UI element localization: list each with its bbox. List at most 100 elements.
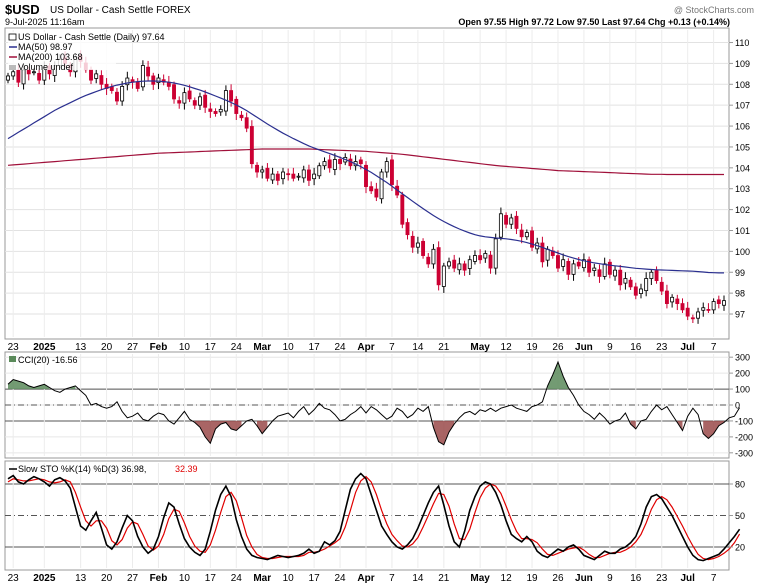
candle-body	[415, 242, 420, 248]
sto-xtick-label: 20	[101, 573, 113, 584]
candle-body	[566, 260, 571, 275]
candle-body	[286, 173, 291, 176]
price-xtick-label: 23	[656, 342, 668, 353]
candle-body	[255, 164, 259, 173]
candle-body	[177, 100, 182, 104]
candle-body	[151, 75, 156, 85]
candle-body	[317, 165, 322, 177]
candle-body	[94, 73, 99, 79]
candle-body	[592, 267, 597, 271]
cci-ytick-label: -100	[735, 416, 753, 426]
price-xtick-label: May	[470, 342, 490, 353]
candle-body	[410, 235, 415, 248]
sto-xtick-label: 24	[231, 573, 243, 584]
price-xtick-label: 26	[552, 342, 564, 353]
legend-cci: CCI(20) -16.56	[18, 355, 78, 365]
quote-datetime: 9-Jul-2025 11:16am	[5, 17, 84, 27]
candle-body	[265, 167, 270, 179]
candle-body	[664, 290, 669, 304]
price-grid	[5, 30, 729, 337]
candle-body	[436, 247, 441, 286]
price-ytick-label: 104	[735, 163, 750, 173]
candle-body	[685, 307, 690, 317]
candle-body	[332, 159, 337, 170]
sto-xtick-label: 7	[711, 573, 717, 584]
candle-body	[239, 114, 244, 119]
candle-body	[540, 242, 545, 263]
sto-xtick-label: 10	[179, 573, 191, 584]
candle-body	[6, 75, 10, 81]
sto-legend: Slow STO %K(14) %D(3) 36.98, 32.39	[9, 464, 198, 474]
price-ytick-label: 97	[735, 310, 745, 320]
price-xtick-label: 2025	[33, 342, 56, 353]
price-xtick-label: 9	[607, 342, 613, 353]
price-ytick-label: 99	[735, 268, 745, 278]
legend-sto-k: Slow STO %K(14) %D(3) 36.98,	[18, 464, 146, 474]
price-xtick-label: 13	[75, 342, 87, 353]
sto-xtick-label: 9	[607, 573, 613, 584]
price-panel-frame	[4, 27, 730, 340]
price-xtick-label: 24	[231, 342, 243, 353]
price-xtick-label: 24	[334, 342, 346, 353]
price-xtick-label: Feb	[150, 342, 168, 353]
sto-ytick-label: 80	[735, 480, 745, 490]
sto-y-axis: 80 50 20	[729, 480, 745, 553]
price-ytick-label: 103	[735, 184, 750, 194]
price-ytick-label: 98	[735, 289, 745, 299]
candle-body	[374, 188, 379, 198]
cci-negative-fill	[630, 420, 636, 429]
sto-xtick-label: 17	[205, 573, 217, 584]
sto-grid	[5, 463, 729, 568]
candle-body	[244, 117, 249, 129]
cci-legend: CCI(20) -16.56	[9, 355, 78, 365]
candle-body	[618, 269, 623, 286]
candle-body	[545, 248, 550, 261]
candle-body	[400, 194, 405, 225]
candle-body	[426, 256, 431, 265]
candle-body	[125, 77, 130, 86]
candle-body	[514, 215, 519, 229]
candle-body	[182, 92, 187, 104]
candle-body	[654, 270, 659, 282]
candle-body	[524, 232, 529, 238]
sto-xtick-label: Jun	[575, 573, 593, 584]
cci-grid	[5, 354, 729, 456]
price-xtick-label: 17	[205, 342, 217, 353]
candle-body	[327, 159, 332, 169]
candle-body	[192, 100, 197, 106]
candle-body	[234, 98, 239, 114]
price-xtick-label: 16	[630, 342, 642, 353]
legend-ma50: MA(50) 98.97	[18, 42, 73, 52]
candle-body	[198, 96, 202, 106]
candle-body	[509, 217, 514, 225]
candle-body	[493, 238, 498, 269]
candle-body	[16, 69, 21, 83]
sto-xtick-label: 21	[438, 573, 450, 584]
price-legend: US Dollar - Cash Settle (Daily) 97.64 MA…	[8, 32, 165, 72]
sto-xtick-label: 17	[309, 573, 321, 584]
price-xtick-label: 21	[438, 342, 450, 353]
price-ytick-label: 106	[735, 122, 750, 132]
candle-body	[37, 73, 42, 81]
candle-body	[11, 71, 16, 77]
sto-xtick-label: 2025	[33, 573, 56, 584]
candle-body	[338, 159, 343, 165]
price-xtick-label: Jun	[575, 342, 593, 353]
price-ytick-label: 100	[735, 247, 750, 257]
candle-body	[301, 169, 306, 179]
cci-positive-fill	[8, 379, 50, 390]
candle-body	[587, 259, 592, 273]
cci-ytick-label: 100	[735, 385, 750, 395]
candle-body	[135, 81, 140, 89]
price-ytick-label: 108	[735, 80, 750, 90]
candle-body	[659, 281, 664, 292]
candle-body	[364, 164, 368, 188]
candle-body	[613, 269, 617, 277]
candle-body	[291, 173, 296, 179]
candle-body	[384, 161, 389, 173]
sto-xtick-label: Apr	[357, 573, 374, 584]
candle-body	[218, 108, 223, 113]
legend-sto-d: 32.39	[175, 464, 198, 474]
candle-body	[488, 254, 493, 269]
